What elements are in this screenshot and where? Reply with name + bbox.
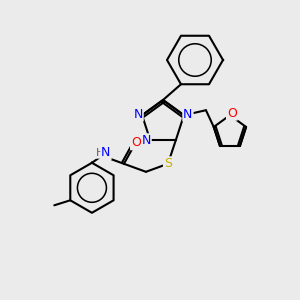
Text: N: N <box>101 146 111 159</box>
Text: S: S <box>164 157 172 170</box>
Text: H: H <box>96 148 104 158</box>
Text: O: O <box>227 107 237 120</box>
Text: N: N <box>134 108 143 121</box>
Text: N: N <box>183 108 193 121</box>
Text: N: N <box>141 134 151 147</box>
Text: O: O <box>131 136 141 149</box>
